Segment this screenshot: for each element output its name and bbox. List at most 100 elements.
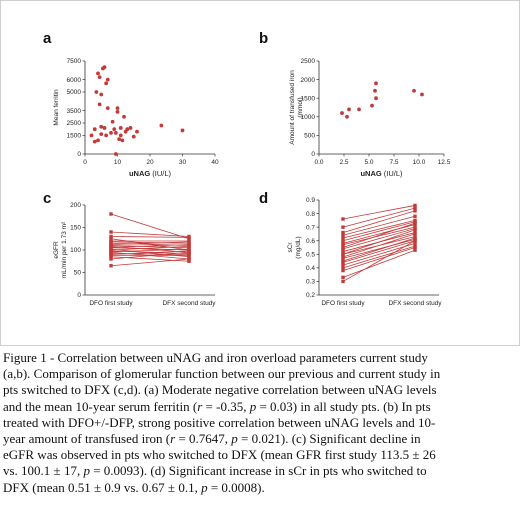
data-point [102, 65, 107, 70]
x-category-label: DFO first study [89, 300, 133, 307]
y-tick-label: 1500 [67, 133, 82, 140]
data-point [357, 107, 361, 112]
paired-line [342, 240, 416, 282]
caption-line: Figure 1 - Correlation between uNAG and … [3, 350, 428, 365]
data-point [110, 119, 115, 124]
data-point [105, 77, 110, 82]
y-tick-label: 0.9 [306, 197, 315, 204]
point-first [341, 249, 345, 254]
paired-line [342, 207, 416, 228]
point-second [187, 250, 191, 254]
data-point [135, 129, 139, 134]
data-point [92, 127, 97, 132]
paired-line [342, 229, 416, 255]
point-second [413, 248, 417, 252]
point-second [413, 209, 417, 213]
data-point [97, 75, 102, 80]
data-point [370, 103, 374, 108]
point-second [187, 259, 191, 263]
data-point [113, 131, 118, 135]
paired-line [342, 210, 416, 233]
data-point [118, 126, 123, 130]
point-second [413, 206, 417, 210]
data-point [99, 92, 104, 97]
point-second [187, 244, 191, 249]
point-first [109, 264, 113, 268]
panel-letter-c: c [43, 190, 51, 207]
figure-panel: a 0 1500 2500 3500 5000 6000 7500 Mean ferritin 0… [0, 0, 520, 346]
x-tick-label: 10 [114, 159, 122, 166]
point-second [413, 232, 417, 236]
caption-line: treated with DFO+/-DFP, strong positive … [3, 414, 436, 430]
panel-letter-d: d [259, 190, 268, 207]
x-tick-label: 0 [83, 159, 87, 166]
y-tick-label: 1000 [301, 114, 316, 121]
x-tick-label: 12.5 [438, 159, 451, 166]
y-axis-label: sCr [287, 242, 294, 253]
point-second [187, 247, 191, 251]
paired-line [110, 256, 190, 262]
data-point [374, 96, 378, 101]
data-point [128, 126, 133, 130]
chart-a: a 0 1500 2500 3500 5000 6000 7500 Mean ferritin 0… [43, 30, 219, 178]
point-second [413, 221, 417, 225]
paired-line [342, 247, 416, 271]
caption-line: vs. 100.1 ± 17, p = 0.0093). (d) Signifi… [3, 463, 427, 479]
point-second [187, 240, 191, 244]
data-point [94, 90, 99, 94]
paired-line [342, 215, 416, 236]
y-tick-label: 1500 [301, 95, 316, 102]
paired-line [342, 221, 416, 242]
paired-line [110, 258, 190, 267]
point-second [413, 236, 417, 240]
y-tick-label: 150 [70, 225, 81, 232]
panel-letter-a: a [43, 30, 52, 47]
point-first [109, 230, 113, 234]
point-second [413, 239, 417, 243]
paired-line [110, 251, 190, 260]
y-axis-unit: (mmol) [297, 97, 304, 117]
y-axis-label: Mean ferritin [53, 89, 60, 126]
y-tick-label: 5000 [67, 89, 82, 96]
point-second [413, 228, 417, 232]
caption-line: DFX (mean 0.51 ± 0.9 vs. 0.67 ± 0.1, p =… [3, 479, 265, 495]
x-tick-label: 10.0 [413, 159, 426, 166]
paired-line [342, 205, 416, 220]
x-tick-label: 40 [211, 159, 219, 166]
x-tick-label: 0.0 [314, 159, 323, 166]
point-first [341, 266, 345, 270]
y-tick-label: 7500 [67, 58, 82, 65]
data-point [123, 129, 128, 134]
point-second [187, 253, 191, 258]
data-point [99, 124, 104, 129]
paired-line [342, 226, 416, 246]
point-first [109, 237, 113, 241]
y-tick-label: 2500 [67, 120, 82, 127]
data-point [96, 71, 100, 76]
y-tick-label: 0.7 [306, 224, 315, 231]
y-tick-label: 3500 [67, 108, 82, 115]
y-axis-unit: mL/min per 1.73 m² [61, 221, 68, 278]
y-tick-label: 0 [77, 151, 81, 158]
data-point [97, 102, 102, 107]
data-point [96, 138, 100, 143]
x-axis-label: uNAG (IU/L) [129, 169, 172, 178]
data-point [99, 132, 104, 137]
y-tick-label: 200 [70, 202, 81, 209]
y-tick-label: 50 [74, 270, 82, 277]
point-second [413, 214, 417, 218]
x-tick-label: 20 [146, 159, 154, 166]
x-tick-label: 7.5 [389, 159, 398, 166]
point-first [109, 255, 113, 259]
point-second [413, 245, 417, 250]
point-first [109, 212, 113, 216]
figure-caption: Figure 1 - Correlation between uNAG and … [3, 350, 517, 496]
x-category-label: DFX second study [162, 300, 216, 307]
chart-d: d 0.2 0.3 0.4 0.5 0.6 0.7 0.8 0.9 sCr (mg/dL) DFO f… [259, 190, 442, 307]
data-point [104, 133, 109, 138]
data-point [131, 134, 136, 139]
chart-c: c 0 50 100 150 200 eGFR mL/min per 1.73 m² DFO f… [43, 190, 216, 307]
x-tick-label: 5.0 [364, 159, 373, 166]
x-axis-label: uNAG (IU/L) [360, 169, 403, 178]
